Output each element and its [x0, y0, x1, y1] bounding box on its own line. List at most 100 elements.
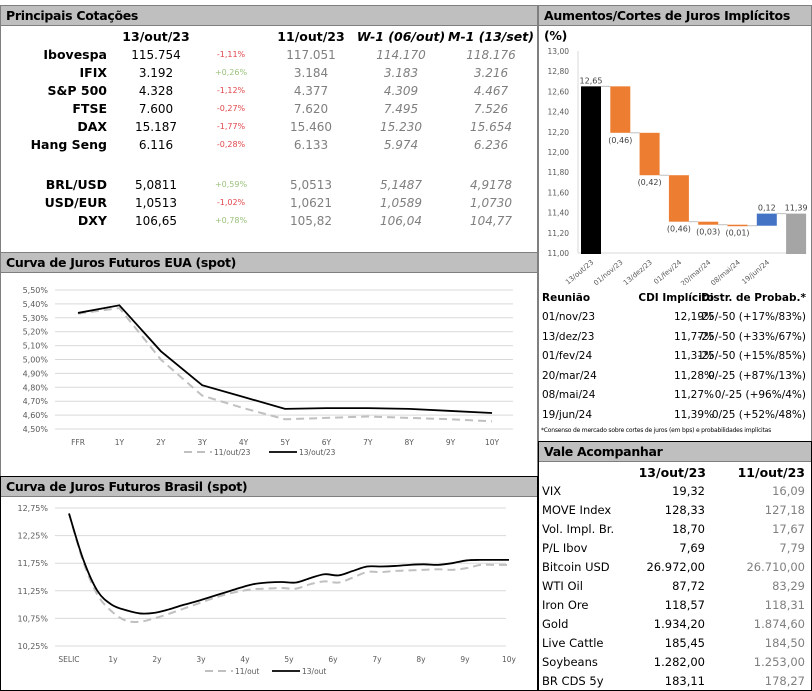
value-13out: 3.192: [138, 66, 174, 80]
value-m1: 1,0730: [470, 196, 512, 210]
value-11out: 117.051: [286, 48, 336, 62]
col-header-reuniao: Reunião: [542, 292, 591, 304]
y-tick-label: 11,20: [548, 229, 570, 238]
value-w1: 114.170: [376, 48, 426, 62]
value-11out: 118,31: [764, 598, 805, 612]
series-line-13-out: [68, 513, 509, 615]
value-11out: 127,18: [764, 503, 805, 517]
value-m1: 6.236: [473, 138, 509, 152]
x-tick-label: 3y: [196, 655, 206, 664]
change-pct: +0,26%: [214, 68, 248, 77]
value-11out: 17,67: [772, 522, 805, 536]
probab-distribution: -25/-50 (+15%/85%): [697, 350, 806, 362]
y-tick-label: 4,60%: [23, 411, 49, 420]
brasil-chart-title: Curva de Juros Futuros Brasil (spot): [1, 477, 537, 497]
reuniao-row: 13/dez/23 11,77% -25/-50 (+33%/67%): [539, 328, 811, 347]
asset-name: FTSE: [72, 101, 107, 116]
asset-name: IFIX: [79, 65, 107, 80]
brasil-yield-curve-chart: 12,75% 12,25% 11,75% 11,25% 10,75% 10,25% SELI…: [17, 504, 516, 676]
reuniao-row: 19/jun/24 11,39% 0/25 (+52%/48%): [539, 406, 811, 425]
value-13out: 7,69: [679, 541, 705, 555]
reuniao-row: 01/nov/23 12,19% -25/-50 (+17%/83%): [539, 308, 811, 327]
y-tick-label: 10,75%: [17, 614, 48, 623]
cotacao-row: IFIX 3.192 +0,26% 3.184 3.183 3.216: [1, 64, 537, 82]
value-13out: 1,0513: [135, 196, 177, 210]
asset-name: BRL/USD: [45, 177, 107, 192]
value-w1: 5,1487: [380, 178, 422, 192]
waterfall-bar: [668, 175, 689, 222]
asset-name: Hang Seng: [30, 137, 107, 152]
eua-chart-title: Curva de Juros Futuros EUA (spot): [1, 253, 537, 273]
vale-row: Live Cattle 185,45 184,50: [539, 634, 811, 653]
waterfall-bar: [786, 213, 807, 254]
change-pct: -0,27%: [216, 104, 246, 113]
waterfall-panel: Aumentos/Cortes de Juros Implícitos (%) …: [538, 5, 812, 287]
reuniao-header-row: Reunião CDI Implícito Distr. de Probab.*: [539, 289, 811, 308]
indicator-name: Bitcoin USD: [542, 560, 610, 574]
vale-panel: Vale Acompanhar 13/out/23 11/out/23 VIX 1…: [538, 441, 812, 691]
change-pct: -1,77%: [216, 122, 246, 131]
col-header-11out: 11/out/23: [737, 465, 805, 480]
meeting-date: 01/nov/23: [542, 311, 596, 323]
x-tick-label: 6Y: [322, 438, 332, 447]
vale-row: Vol. Impl. Br. 18,70 17,67: [539, 520, 811, 539]
asset-name: DAX: [77, 119, 107, 134]
x-tick-label: 7y: [372, 655, 382, 664]
value-13out: 18,70: [672, 522, 705, 536]
x-tick-label: 19/jun/24: [740, 258, 771, 285]
legend-label: 11/out/23: [214, 448, 251, 457]
cotacao-row: Hang Seng 6.116 -0,28% 6.133 5.974 6.236: [1, 136, 537, 154]
x-tick-label: 20/mar/24: [679, 258, 713, 285]
x-tick-label: 3Y: [198, 438, 208, 447]
data-label: (0,46): [667, 225, 691, 234]
indicator-name: WTI Oil: [542, 579, 583, 593]
indicator-name: MOVE Index: [542, 503, 612, 517]
cdi-implicito: 11,27%: [673, 389, 714, 401]
col-header-cdi: CDI Implícito: [638, 292, 714, 304]
value-13out: 4.328: [138, 84, 174, 98]
y-tick-label: 5,30%: [23, 314, 49, 323]
cdi-implicito: 11,77%: [673, 330, 714, 343]
series-line-11-out-23: [77, 307, 493, 423]
reuniao-table: Reunião CDI Implícito Distr. de Probab.*…: [539, 286, 811, 441]
cdi-implicito: 11,28%: [673, 369, 714, 382]
cotacao-row: FTSE 7.600 -0,27% 7.620 7.495 7.526: [1, 100, 537, 118]
probab-distribution: 0/25 (+52%/48%): [711, 408, 806, 421]
value-11out: 5,0513: [290, 178, 332, 192]
cotacoes-title: Principais Cotações: [1, 6, 537, 26]
waterfall-bar: [756, 213, 777, 226]
value-m1: 104,77: [470, 214, 512, 228]
change-pct: +0,78%: [214, 216, 248, 225]
value-m1: 3.216: [473, 66, 509, 80]
y-tick-label: 12,80: [548, 67, 570, 76]
y-tick-label: 12,60: [548, 87, 570, 96]
vale-row: Bitcoin USD 26.972,00 26.710,00: [539, 558, 811, 577]
y-tick-label: 12,75%: [17, 504, 48, 513]
probab-distribution: 0/-25 (+96%/4%): [714, 389, 806, 401]
y-tick-label: 11,25%: [17, 587, 48, 596]
legend-label: 13/out: [302, 667, 326, 676]
indicator-name: Soybeans: [542, 655, 598, 669]
asset-name: DXY: [77, 213, 107, 228]
x-tick-label: 8Y: [405, 438, 415, 447]
reuniao-footnote: *Consenso de mercado sobre cortes de jur…: [541, 427, 772, 434]
y-tick-label: 11,40: [548, 209, 570, 218]
value-11out: 1,0621: [290, 196, 332, 210]
y-tick-label: 11,00: [548, 249, 570, 258]
data-label: (0,03): [696, 228, 720, 237]
value-m1: 118.176: [466, 48, 516, 62]
cdi-implicito: 11,39%: [673, 408, 714, 421]
value-11out: 83,29: [772, 579, 805, 593]
cotacoes-panel: Principais Cotações 13/out/23 11/out/23 …: [0, 5, 538, 253]
value-13out: 1.282,00: [653, 655, 705, 669]
x-tick-label: 01/fev/24: [652, 258, 683, 285]
x-tick-label: 6y: [328, 655, 338, 664]
meeting-date: 19/jun/24: [542, 408, 593, 421]
x-tick-label: FFR: [71, 438, 85, 447]
y-tick-label: 5,50%: [23, 286, 49, 295]
value-11out: 1.874,60: [753, 617, 805, 631]
value-13out: 19,32: [672, 484, 705, 498]
y-tick-label: 4,90%: [23, 369, 49, 378]
x-tick-label: 1y: [108, 655, 118, 664]
cotacao-row: DAX 15.187 -1,77% 15.460 15.230 15.654: [1, 118, 537, 136]
